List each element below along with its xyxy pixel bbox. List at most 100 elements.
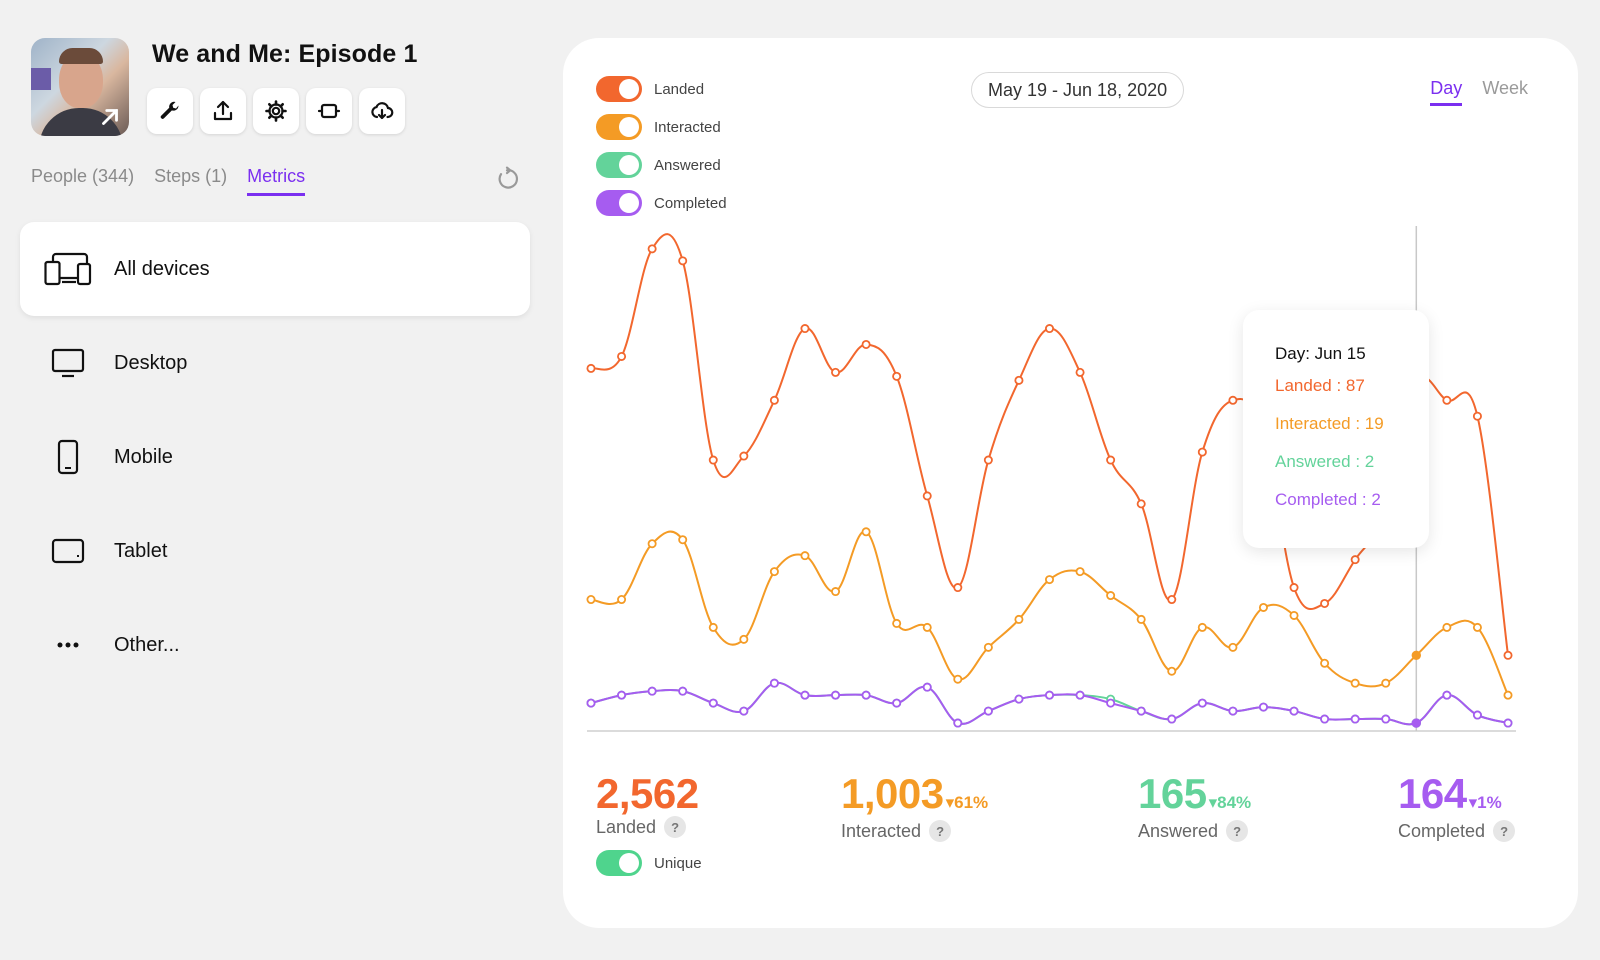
- help-icon[interactable]: ?: [664, 816, 687, 838]
- data-point[interactable]: [1136, 614, 1146, 624]
- data-point[interactable]: [800, 551, 810, 561]
- data-point[interactable]: [678, 686, 688, 696]
- data-point[interactable]: [1106, 591, 1116, 601]
- data-point[interactable]: [647, 539, 657, 549]
- answered-toggle[interactable]: [596, 152, 642, 178]
- tab-metrics[interactable]: Metrics: [247, 166, 306, 196]
- data-point[interactable]: [1258, 602, 1268, 612]
- data-point[interactable]: [1075, 690, 1085, 700]
- data-point[interactable]: [1442, 690, 1452, 700]
- tab-people[interactable]: People (344): [31, 166, 135, 186]
- data-point[interactable]: [922, 622, 932, 632]
- data-point[interactable]: [1228, 395, 1238, 405]
- data-point[interactable]: [953, 674, 963, 684]
- device-desktop[interactable]: Desktop: [20, 316, 530, 410]
- data-point[interactable]: [831, 367, 841, 377]
- data-point[interactable]: [1381, 714, 1391, 724]
- data-point[interactable]: [1289, 610, 1299, 620]
- data-point[interactable]: [1014, 694, 1024, 704]
- data-point[interactable]: [769, 678, 779, 688]
- date-range-picker[interactable]: May 19 - Jun 18, 2020: [971, 72, 1185, 108]
- data-point[interactable]: [983, 642, 993, 652]
- data-point[interactable]: [1472, 622, 1482, 632]
- data-point[interactable]: [1136, 499, 1146, 509]
- data-point[interactable]: [647, 686, 657, 696]
- data-point[interactable]: [1106, 455, 1116, 465]
- device-tablet[interactable]: Tablet: [20, 504, 530, 598]
- data-point[interactable]: [800, 324, 810, 334]
- data-point[interactable]: [1350, 555, 1360, 565]
- device-all[interactable]: All devices: [20, 222, 530, 316]
- data-point[interactable]: [922, 491, 932, 501]
- data-point[interactable]: [1075, 567, 1085, 577]
- data-point[interactable]: [1350, 678, 1360, 688]
- unique-toggle-row[interactable]: Unique: [596, 850, 702, 876]
- data-point[interactable]: [1472, 710, 1482, 720]
- embed-button[interactable]: [306, 88, 352, 134]
- data-point[interactable]: [1167, 666, 1177, 676]
- data-point[interactable]: [922, 682, 932, 692]
- data-point[interactable]: [586, 595, 596, 605]
- data-point[interactable]: [861, 690, 871, 700]
- settings-button[interactable]: [253, 88, 299, 134]
- data-point[interactable]: [1320, 658, 1330, 668]
- data-point[interactable]: [739, 451, 749, 461]
- data-point[interactable]: [678, 256, 688, 266]
- data-point[interactable]: [586, 363, 596, 373]
- interacted-toggle[interactable]: [596, 114, 642, 140]
- data-point[interactable]: [1472, 411, 1482, 421]
- completed-toggle[interactable]: [596, 190, 642, 216]
- data-point[interactable]: [1014, 614, 1024, 624]
- data-point[interactable]: [1411, 718, 1421, 728]
- legend-answered[interactable]: Answered: [596, 146, 727, 184]
- share-button[interactable]: [200, 88, 246, 134]
- data-point[interactable]: [1503, 718, 1513, 728]
- data-point[interactable]: [1289, 706, 1299, 716]
- data-point[interactable]: [1350, 714, 1360, 724]
- data-point[interactable]: [647, 244, 657, 254]
- data-point[interactable]: [769, 395, 779, 405]
- data-point[interactable]: [1320, 714, 1330, 724]
- data-point[interactable]: [617, 690, 627, 700]
- data-point[interactable]: [983, 455, 993, 465]
- data-point[interactable]: [892, 698, 902, 708]
- data-point[interactable]: [586, 698, 596, 708]
- unique-toggle[interactable]: [596, 850, 642, 876]
- data-point[interactable]: [1197, 622, 1207, 632]
- data-point[interactable]: [1503, 690, 1513, 700]
- period-week[interactable]: Week: [1482, 78, 1528, 98]
- data-point[interactable]: [831, 587, 841, 597]
- wrench-button[interactable]: [147, 88, 193, 134]
- data-point[interactable]: [1014, 375, 1024, 385]
- data-point[interactable]: [1044, 324, 1054, 334]
- data-point[interactable]: [1228, 706, 1238, 716]
- data-point[interactable]: [739, 634, 749, 644]
- data-point[interactable]: [1381, 678, 1391, 688]
- device-other[interactable]: Other...: [20, 598, 530, 692]
- help-icon[interactable]: ?: [1226, 820, 1249, 842]
- data-point[interactable]: [892, 618, 902, 628]
- data-point[interactable]: [617, 351, 627, 361]
- period-day[interactable]: Day: [1430, 78, 1463, 106]
- data-point[interactable]: [1411, 650, 1421, 660]
- data-point[interactable]: [953, 718, 963, 728]
- data-point[interactable]: [1258, 702, 1268, 712]
- data-point[interactable]: [953, 583, 963, 593]
- data-point[interactable]: [1320, 598, 1330, 608]
- data-point[interactable]: [1442, 622, 1452, 632]
- data-point[interactable]: [1289, 583, 1299, 593]
- refresh-icon[interactable]: [494, 166, 520, 192]
- landed-toggle[interactable]: [596, 76, 642, 102]
- data-point[interactable]: [800, 690, 810, 700]
- data-point[interactable]: [1228, 642, 1238, 652]
- device-mobile[interactable]: Mobile: [20, 410, 530, 504]
- legend-landed[interactable]: Landed: [596, 70, 727, 108]
- data-point[interactable]: [708, 622, 718, 632]
- help-icon[interactable]: ?: [1493, 820, 1516, 842]
- data-point[interactable]: [769, 567, 779, 577]
- help-icon[interactable]: ?: [929, 820, 952, 842]
- data-point[interactable]: [1442, 395, 1452, 405]
- data-point[interactable]: [1106, 698, 1116, 708]
- data-point[interactable]: [1075, 367, 1085, 377]
- data-point[interactable]: [861, 339, 871, 349]
